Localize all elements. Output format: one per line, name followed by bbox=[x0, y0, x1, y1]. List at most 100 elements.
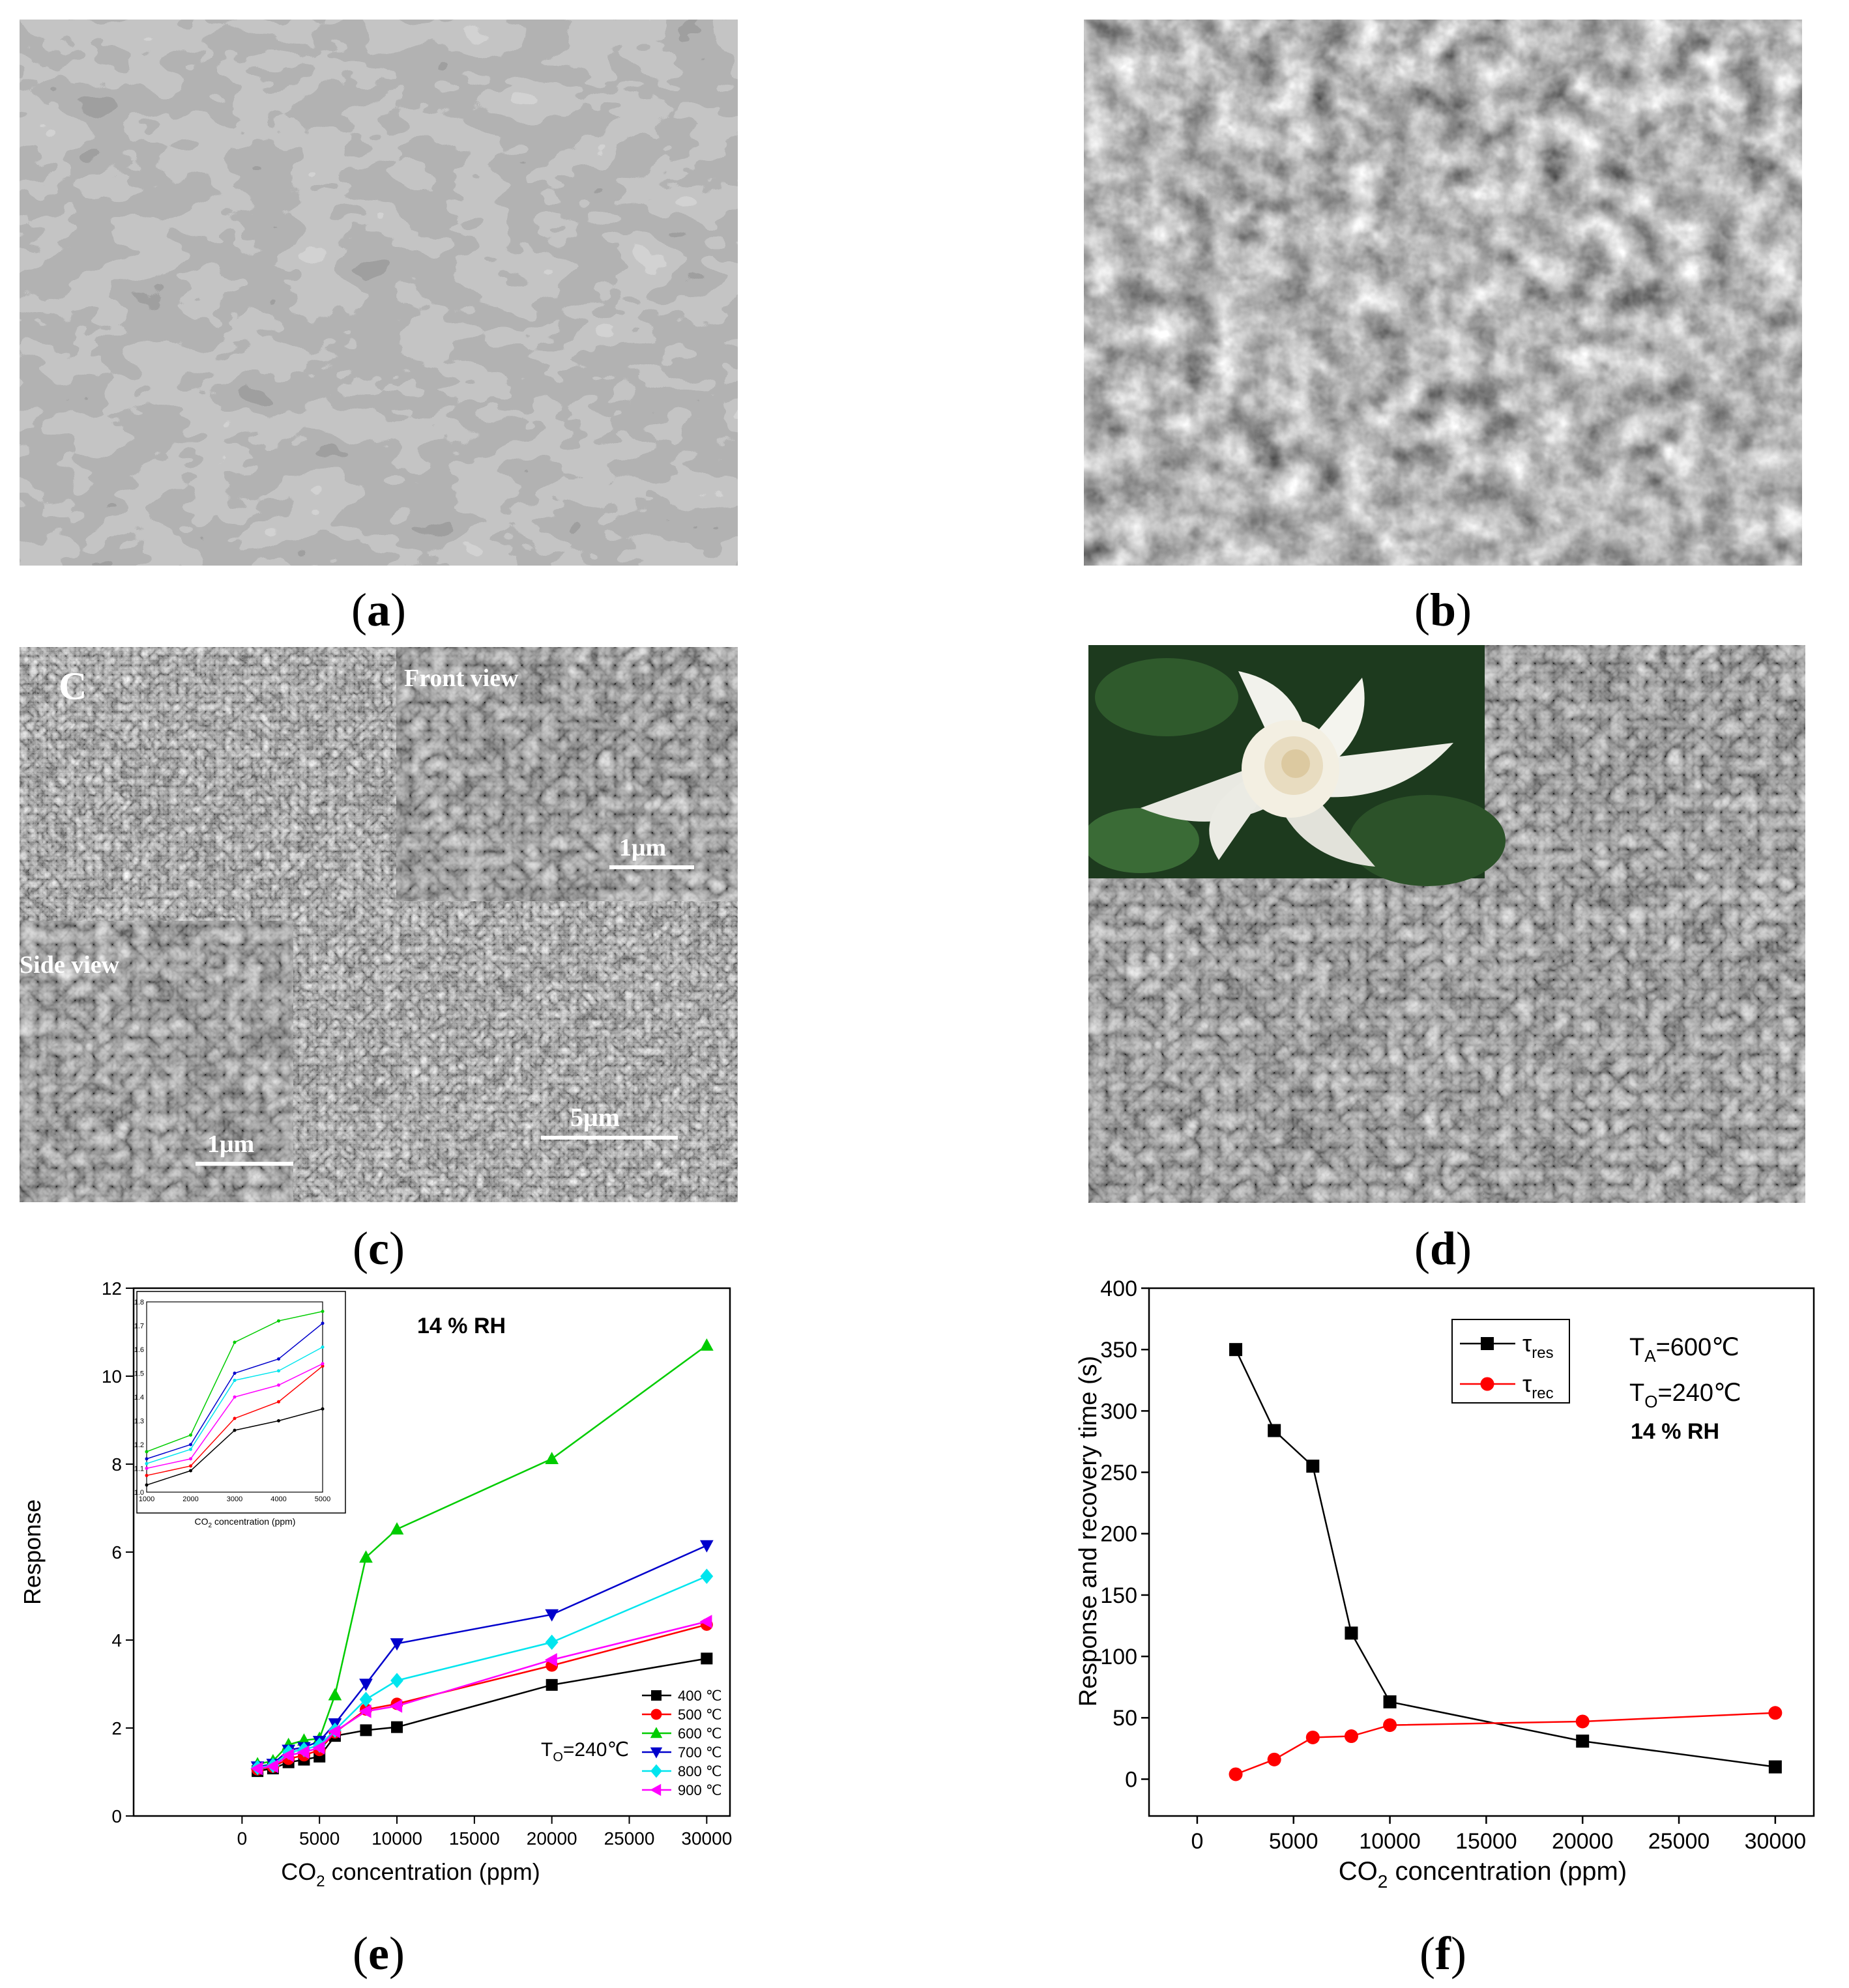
x-tick-label: 15000 bbox=[449, 1828, 500, 1849]
data-point-f-0 bbox=[1768, 1760, 1782, 1774]
inset-data-point bbox=[321, 1321, 325, 1325]
inset-xlabel-e: CO2 concentration (ppm) bbox=[195, 1516, 296, 1529]
inset-data-point bbox=[145, 1467, 149, 1470]
front-view-label: Front view bbox=[404, 665, 519, 692]
data-point-f-1 bbox=[1575, 1714, 1590, 1729]
data-point-f-1 bbox=[1305, 1730, 1320, 1744]
data-point-e-5 bbox=[328, 1725, 341, 1738]
ylabel-e: Response bbox=[19, 1499, 46, 1605]
series-line-e-3 bbox=[257, 1544, 707, 1768]
sem-image-c: C Front view Side view 1μm 1μm 5μm bbox=[20, 647, 738, 1202]
annotation-to-e: TO=240℃ bbox=[541, 1739, 629, 1765]
x-tick-label: 25000 bbox=[604, 1828, 655, 1849]
chart-f: 0 5000 10000 15000 20000 25000 30000 0 50 100 150 2… bbox=[1075, 1276, 1815, 1892]
inset-data-point bbox=[145, 1473, 149, 1477]
inset-x-tick-label: 2000 bbox=[182, 1495, 198, 1503]
inset-data-point bbox=[277, 1319, 280, 1323]
inset-data-point bbox=[233, 1378, 237, 1382]
inset-data-point bbox=[277, 1400, 280, 1404]
series-line-e-5 bbox=[257, 1621, 707, 1770]
inset-y-tick-label: 1.3 bbox=[134, 1418, 144, 1426]
y-tick-label: 150 bbox=[1100, 1583, 1137, 1608]
data-point-f-0 bbox=[1268, 1424, 1281, 1437]
inset-data-point bbox=[321, 1310, 325, 1314]
data-point-e-4 bbox=[390, 1673, 403, 1688]
panel-label-c: (c) bbox=[353, 1222, 405, 1275]
x-tick-label: 30000 bbox=[681, 1828, 732, 1849]
x-tick-label: 5000 bbox=[299, 1828, 340, 1849]
inset-data-point bbox=[233, 1340, 237, 1344]
sem-c-letter: C bbox=[59, 665, 87, 708]
sem-image-b bbox=[1084, 20, 1802, 566]
legend-marker-e bbox=[650, 1727, 663, 1738]
legend-label-e: 800 ℃ bbox=[678, 1763, 722, 1779]
inset-x-tick-label: 5000 bbox=[315, 1495, 330, 1503]
data-point-e-0 bbox=[701, 1652, 713, 1665]
inset-data-point bbox=[189, 1433, 192, 1437]
legend-marker-e bbox=[650, 1764, 662, 1778]
inset-data-point bbox=[233, 1372, 237, 1375]
inset-data-point bbox=[189, 1457, 192, 1461]
side-view-label: Side view bbox=[20, 951, 120, 979]
y-tick-label: 10 bbox=[102, 1366, 122, 1387]
inset-data-point bbox=[233, 1428, 237, 1432]
legend-marker-e bbox=[650, 1708, 662, 1720]
y-tick-label: 350 bbox=[1100, 1338, 1137, 1362]
inset-data-point bbox=[277, 1419, 280, 1422]
data-point-e-5 bbox=[390, 1699, 403, 1713]
chart-e: 0 5000 10000 15000 20000 25000 30000024681012 … bbox=[19, 1278, 732, 1890]
scale-label-side: 1μm bbox=[207, 1131, 254, 1158]
data-point-e-5 bbox=[297, 1745, 310, 1759]
inset-data-point bbox=[321, 1407, 325, 1411]
series-line-f-1 bbox=[1235, 1712, 1775, 1776]
y-tick-label: 50 bbox=[1113, 1706, 1137, 1731]
legend-label-f: τres bbox=[1522, 1330, 1554, 1362]
scale-label-main: 5μm bbox=[570, 1102, 620, 1132]
data-point-e-4 bbox=[545, 1634, 559, 1650]
x-tick-label: 20000 bbox=[527, 1828, 577, 1849]
inset-data-point bbox=[277, 1383, 280, 1387]
data-point-e-0 bbox=[360, 1724, 372, 1736]
legend-marker-e bbox=[650, 1783, 662, 1796]
series-line-e-4 bbox=[257, 1575, 707, 1768]
data-point-e-5 bbox=[312, 1741, 325, 1755]
inset-frame-e bbox=[136, 1291, 346, 1514]
inset-data-point bbox=[145, 1457, 149, 1461]
sem-image-d bbox=[1088, 645, 1805, 1203]
inset-data-point bbox=[145, 1483, 149, 1487]
xlabel-e: CO2 concentration (ppm) bbox=[281, 1858, 540, 1890]
x-tick-label: 25000 bbox=[1648, 1829, 1710, 1854]
legend-label-e: 900 ℃ bbox=[678, 1782, 722, 1798]
inset-data-point bbox=[189, 1469, 192, 1473]
data-point-f-1 bbox=[1229, 1767, 1243, 1781]
front-view-inset bbox=[396, 647, 738, 901]
data-point-e-5 bbox=[266, 1759, 278, 1774]
annotation-rh-e: 14 % RH bbox=[417, 1314, 506, 1338]
inset-x-tick-label: 3000 bbox=[227, 1495, 242, 1503]
legend-marker-e bbox=[650, 1747, 663, 1759]
xlabel-f: CO2 concentration (ppm) bbox=[1339, 1857, 1627, 1892]
legend-label-e: 600 ℃ bbox=[678, 1725, 722, 1742]
scale-bar-main bbox=[541, 1136, 678, 1140]
data-point-e-3 bbox=[390, 1638, 404, 1651]
inset-y-tick-label: 1.1 bbox=[134, 1465, 144, 1473]
legend-marker-f bbox=[1480, 1377, 1494, 1391]
annotation-ta-f: TA=600℃ bbox=[1629, 1334, 1740, 1366]
data-point-f-1 bbox=[1383, 1718, 1397, 1733]
inset-y-tick-label: 1.4 bbox=[134, 1394, 144, 1402]
side-view-inset bbox=[20, 921, 293, 1202]
x-tick-label: 0 bbox=[1191, 1829, 1203, 1854]
legend-label-e: 700 ℃ bbox=[678, 1744, 722, 1761]
inset-x-tick-label: 1000 bbox=[139, 1495, 154, 1503]
annotation-to-f: TO=240℃ bbox=[1629, 1379, 1741, 1411]
x-tick-label: 10000 bbox=[1359, 1829, 1421, 1854]
inset-data-point bbox=[277, 1357, 280, 1361]
data-point-f-0 bbox=[1229, 1343, 1243, 1357]
series-line-e-2 bbox=[257, 1344, 708, 1765]
data-point-e-0 bbox=[391, 1721, 403, 1733]
inset-y-tick-label: 1.8 bbox=[134, 1299, 144, 1306]
y-tick-label: 4 bbox=[111, 1630, 122, 1650]
data-point-e-5 bbox=[358, 1705, 371, 1718]
inset-plot-frame bbox=[146, 1301, 323, 1493]
inset-data-point bbox=[145, 1462, 149, 1465]
